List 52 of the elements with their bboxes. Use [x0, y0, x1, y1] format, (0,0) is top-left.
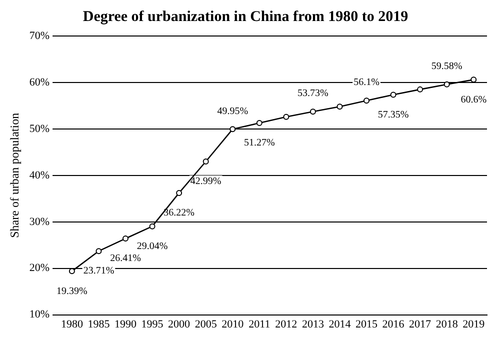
chart-title: Degree of urbanization in China from 1980 to 2019 — [82, 8, 408, 25]
y-tick-label: 30% — [29, 216, 50, 228]
point — [176, 190, 182, 196]
point — [149, 223, 156, 230]
x-tick-label: 2018 — [436, 318, 458, 330]
x-tick-label: 2014 — [328, 318, 352, 330]
x-tick-label: 2017 — [409, 318, 432, 330]
point — [122, 236, 129, 242]
x-tick-label: 1980 — [60, 318, 84, 330]
data-label: 29.04% — [136, 240, 168, 252]
data-label: 56.1% — [354, 77, 380, 88]
y-tick-label: 50% — [29, 122, 50, 135]
data-label: 23.71% — [83, 266, 114, 277]
x-tick-label: 1990 — [114, 318, 138, 330]
data-label: 51.27% — [244, 138, 275, 149]
x-tick-label: 1985 — [88, 318, 110, 330]
y-tick-label: 40% — [29, 169, 50, 182]
point — [364, 98, 370, 104]
point — [417, 86, 424, 92]
x-tick-label: 1995 — [141, 318, 164, 330]
data-label: 26.41% — [110, 253, 141, 264]
x-tick-label: 2005 — [194, 318, 218, 330]
y-tick-label: 10% — [29, 308, 50, 321]
point — [202, 158, 209, 165]
y-tick-label: 20% — [29, 262, 50, 274]
data-label: 19.39% — [56, 286, 88, 297]
data-label: 60.6% — [460, 94, 487, 106]
data-label: 59.58% — [431, 61, 462, 72]
data-label: 49.95% — [217, 106, 248, 117]
y-axis-title: Share of urban population — [7, 112, 22, 238]
point — [444, 81, 450, 88]
point — [256, 120, 262, 126]
data-label: 42.99% — [190, 176, 222, 188]
point — [96, 248, 102, 254]
point — [390, 92, 396, 98]
x-tick-label: 2013 — [302, 318, 324, 330]
point — [283, 114, 290, 120]
x-tick-label: 2011 — [248, 318, 270, 330]
x-tick-label: 2015 — [356, 318, 378, 330]
data-label: 53.73% — [298, 88, 328, 100]
y-tick-label: 70% — [29, 30, 50, 42]
x-tick-label: 2000 — [168, 318, 191, 330]
point — [230, 126, 236, 132]
data-label: 36.22% — [164, 208, 194, 219]
x-tick-label: 2019 — [462, 318, 486, 330]
y-tick-label: 60% — [29, 76, 50, 88]
x-tick-label: 2010 — [222, 318, 244, 330]
x-tick-label: 2012 — [275, 318, 298, 330]
point — [336, 104, 343, 110]
data-label: 57.35% — [378, 109, 409, 120]
point — [310, 108, 316, 115]
x-tick-label: 2016 — [382, 318, 405, 330]
